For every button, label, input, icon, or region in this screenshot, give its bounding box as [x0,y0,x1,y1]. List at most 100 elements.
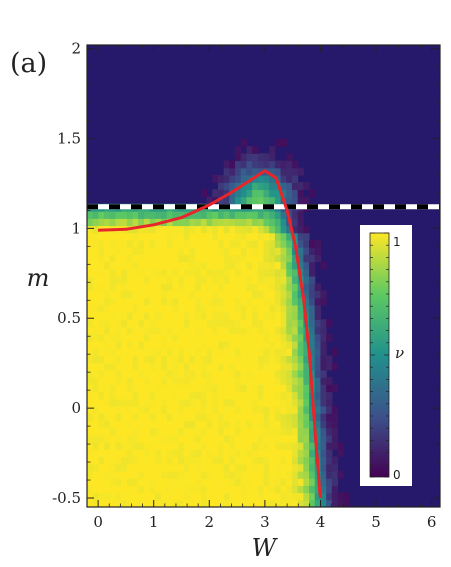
heatmap-cell [263,499,270,507]
heatmap-cell [297,478,304,486]
heatmap-cell [291,276,299,284]
heatmap-cell [212,377,219,385]
heatmap-cell [132,434,139,443]
heatmap-cell [195,420,202,429]
heatmap-cell [166,232,173,241]
heatmap-cell [143,254,151,263]
heatmap-cell [280,413,287,421]
heatmap-cell [115,312,122,320]
heatmap-cell [178,283,185,292]
heatmap-cell [149,232,156,241]
heatmap-cell [291,283,299,292]
heatmap-cell [132,470,139,479]
heatmap-cell [280,276,287,284]
heatmap-cell [172,312,179,320]
heatmap-cell [172,239,179,248]
heatmap-cell [235,268,242,277]
heatmap-cell [297,362,304,371]
heatmap-cell [87,405,94,414]
heatmap-cell [132,478,139,486]
heatmap-cell [195,326,202,335]
heatmap-cell [309,239,316,248]
heatmap-cell [121,442,128,450]
heatmap-cell [155,456,162,465]
heatmap-cell [320,319,327,328]
heatmap-cell [297,420,304,429]
heatmap-cell [309,463,316,472]
heatmap-cell [252,355,259,364]
heatmap-cell [269,283,276,292]
heatmap-cell [286,312,293,320]
heatmap-cell [143,247,151,255]
heatmap-cell [246,232,253,241]
heatmap-cell [286,153,293,162]
heatmap-cell [161,297,168,306]
heatmap-cell [212,398,219,407]
heatmap-cell [297,384,304,393]
heatmap-cell [212,420,219,429]
heatmap-cell [206,355,213,364]
heatmap-cell [291,456,299,465]
heatmap-cell [263,196,270,205]
heatmap-cell [297,485,304,494]
heatmap-cell [274,377,282,385]
heatmap-cell [223,254,230,263]
heatmap-cell [297,196,304,205]
colorbar-max-label: 1 [393,235,401,249]
heatmap-cell [229,160,236,169]
heatmap-cell [252,218,259,227]
heatmap-cell [143,492,151,501]
heatmap-cell [252,362,259,371]
heatmap-cell [274,420,282,429]
heatmap-cell [87,312,94,320]
heatmap-cell [161,247,168,255]
heatmap-cell [297,254,304,263]
heatmap-cell [303,355,310,364]
heatmap-cell [212,427,219,436]
heatmap-cell [280,247,287,255]
heatmap-cell [286,326,293,335]
heatmap-cell [195,456,202,465]
heatmap-cell [212,413,219,421]
heatmap-cell [240,247,248,255]
heatmap-cell [257,492,265,501]
heatmap-cell [217,442,225,450]
heatmap-cell [143,470,151,479]
heatmap-cell [252,434,259,443]
heatmap-cell [217,340,225,349]
heatmap-cell [223,283,230,292]
heatmap-cell [274,239,282,248]
heatmap-cell [92,326,99,335]
heatmap-cell [286,391,293,400]
heatmap-cell [155,362,162,371]
heatmap-cell [343,492,350,501]
heatmap-cell [189,254,196,263]
heatmap-cell [291,340,299,349]
heatmap-cell [189,485,196,494]
heatmap-cell [257,153,265,162]
heatmap-cell [280,478,287,486]
heatmap-cell [98,427,105,436]
heatmap-cell [257,304,265,313]
heatmap-cell [257,478,265,486]
heatmap-cell [132,340,139,349]
heatmap-cell [280,456,287,465]
heatmap-cell [126,391,134,400]
heatmap-cell [87,283,94,292]
heatmap-cell [132,276,139,284]
heatmap-cell [331,362,339,371]
heatmap-cell [217,239,225,248]
heatmap-cell [183,377,191,385]
heatmap-cell [269,442,276,450]
heatmap-cell [235,254,242,263]
heatmap-cell [263,304,270,313]
heatmap-cell [240,391,248,400]
heatmap-cell [291,377,299,385]
heatmap-cell [109,239,117,248]
heatmap-cell [280,225,287,234]
heatmap-cell [132,355,139,364]
heatmap-cell [132,398,139,407]
heatmap-cell [309,355,316,364]
phase-boundary-curve [98,169,322,499]
heatmap-cell [280,138,287,147]
